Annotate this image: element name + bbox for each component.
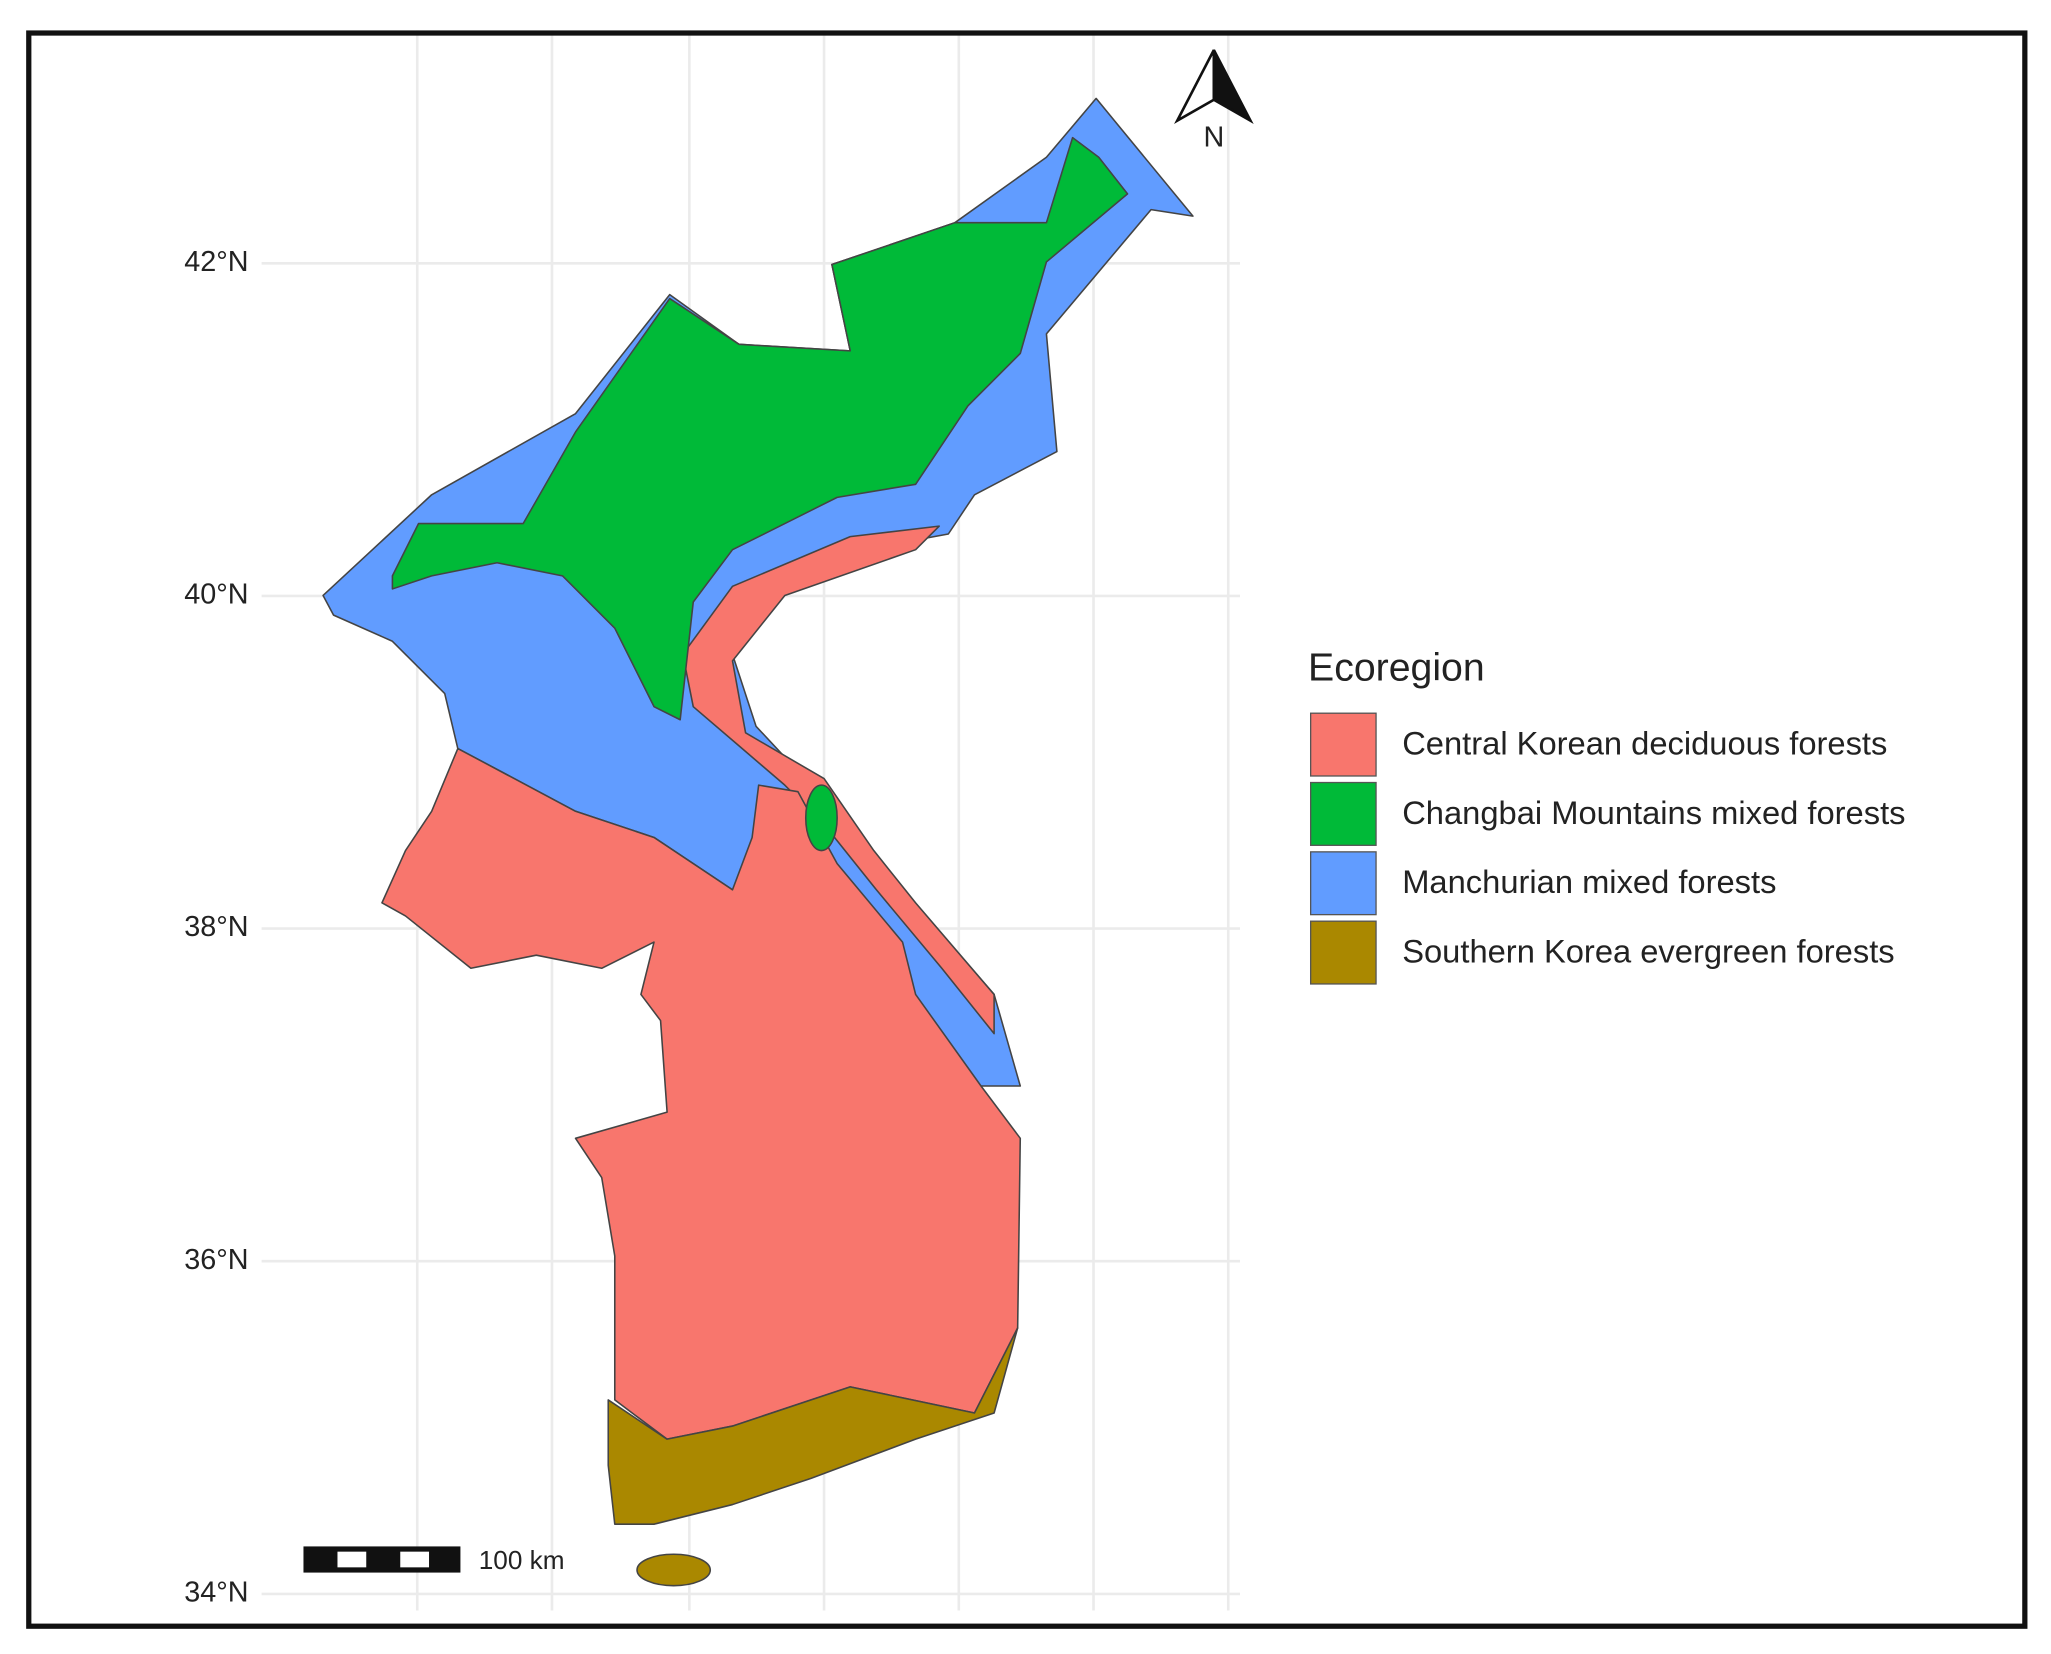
y-tick-label: 42°N	[184, 246, 248, 278]
scale-bar-segment	[400, 1551, 430, 1568]
legend-swatch	[1309, 712, 1377, 777]
region	[636, 1553, 712, 1587]
legend-label: Changbai Mountains mixed forests	[1402, 794, 1905, 831]
north-label: N	[1203, 122, 1224, 154]
legend-title: Ecoregion	[1308, 645, 1485, 689]
scale-bar: 100 km	[303, 1545, 565, 1575]
scale-bar-frame	[303, 1546, 461, 1573]
legend-swatch	[1309, 781, 1377, 846]
scale-bar-label: 100 km	[479, 1545, 565, 1575]
y-tick-label: 36°N	[184, 1244, 248, 1276]
legend-label: Southern Korea evergreen forests	[1402, 933, 1894, 970]
frame	[26, 30, 2028, 1629]
region	[607, 1327, 1019, 1525]
scale-bar-segment	[337, 1551, 367, 1568]
region	[804, 784, 838, 852]
legend-swatch	[1309, 851, 1377, 916]
north-arrow-right	[1212, 49, 1254, 124]
y-tick-label: 38°N	[184, 911, 248, 943]
y-tick-label: 34°N	[184, 1576, 248, 1608]
region	[391, 136, 1129, 721]
north-arrow: N	[1174, 49, 1254, 154]
y-tick-label: 40°N	[184, 579, 248, 611]
regions	[322, 97, 1194, 1587]
y-axis: 34°N 36°N 38°N 40°N 42°N	[184, 246, 248, 1609]
legend: Ecoregion Central Korean deciduous fores…	[1308, 645, 1906, 985]
legend-swatch	[1309, 920, 1377, 985]
legend-label: Manchurian mixed forests	[1402, 863, 1776, 900]
legend-label: Central Korean deciduous forests	[1402, 725, 1887, 762]
